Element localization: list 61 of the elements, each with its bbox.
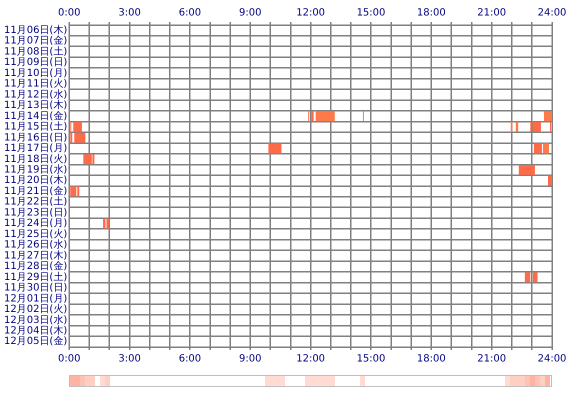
x2-tick-label: 24:00 [538, 354, 566, 365]
y-tick-label: 12月01日(月) [4, 293, 68, 304]
bar [316, 111, 335, 122]
y-tick-label: 11月15日(土) [4, 120, 68, 133]
x-tick-label: 24:00 [538, 8, 566, 19]
x2-tick-label: 12:00 [296, 354, 326, 365]
x2-tick-label: 9:00 [239, 354, 262, 365]
y-tick-label: 11月23日(日) [4, 207, 68, 218]
bar [106, 218, 110, 229]
y-tick-label: 11月20日(木) [4, 174, 68, 186]
y-tick-label: 11月06日(木) [4, 24, 68, 36]
y-tick-label: 11月17日(月) [4, 143, 68, 154]
x2-tick-label: 6:00 [178, 354, 202, 365]
x2-tick-label: 21:00 [477, 354, 506, 365]
x-tick-label: 9:00 [239, 8, 262, 19]
x2-tick-label: 0:00 [58, 354, 80, 365]
y-tick-label: 12月02日(火) [4, 303, 68, 316]
y-tick-label: 12月03日(水) [4, 314, 68, 326]
y-tick-label: 11月10日(月) [4, 68, 68, 79]
bar [544, 111, 552, 122]
bar [534, 143, 542, 154]
y-tick-label: 11月19日(水) [4, 163, 68, 176]
y-tick-label: 11月30日(日) [4, 282, 68, 294]
x-tick-label: 6:00 [178, 8, 202, 19]
x2-tick-label: 18:00 [416, 354, 446, 365]
x-tick-label: 12:00 [296, 8, 326, 19]
y-tick-label: 11月18日(火) [4, 152, 68, 165]
bar [83, 154, 92, 164]
y-tick-label: 11月21日(金) [4, 184, 68, 197]
bar [548, 176, 552, 186]
y-tick-label: 11月14日(金) [4, 110, 68, 122]
y-tick-label: 11月09日(日) [4, 57, 68, 68]
bar [268, 143, 282, 154]
bar [70, 186, 76, 196]
y-tick-label: 11月11日(火) [4, 78, 68, 90]
y-tick-label: 11月27日(木) [4, 249, 68, 262]
y-tick-label: 11月26日(水) [4, 238, 68, 251]
y-tick-label: 11月13日(木) [4, 99, 68, 112]
y-tick-label: 11月12日(水) [4, 88, 68, 100]
y-tick-label: 11月24日(月) [4, 218, 68, 230]
bar [518, 164, 535, 175]
y-tick-label: 12月04日(木) [4, 324, 68, 336]
x2-tick-label: 3:00 [118, 354, 141, 365]
x2-tick-label: 15:00 [356, 354, 386, 365]
y-tick-label: 11月07日(金) [4, 34, 68, 47]
x-tick-label: 15:00 [356, 8, 386, 19]
y-tick-label: 11月16日(日) [4, 132, 68, 144]
x-tick-label: 3:00 [118, 8, 141, 19]
x-tick-label: 21:00 [477, 8, 506, 19]
y-tick-label: 11月25日(火) [4, 228, 68, 240]
bar [524, 272, 530, 282]
y-tick-label: 11月08日(土) [4, 45, 68, 58]
x-tick-label: 0:00 [58, 8, 80, 19]
bar [532, 122, 541, 132]
x-tick-label: 18:00 [416, 8, 446, 19]
y-tick-label: 11月28日(金) [4, 260, 68, 272]
y-tick-label: 12月05日(金) [4, 335, 68, 348]
bar [542, 143, 549, 154]
bar [532, 272, 538, 282]
y-tick-label: 11月29日(土) [4, 270, 68, 283]
y-tick-label: 11月22日(土) [4, 196, 68, 208]
